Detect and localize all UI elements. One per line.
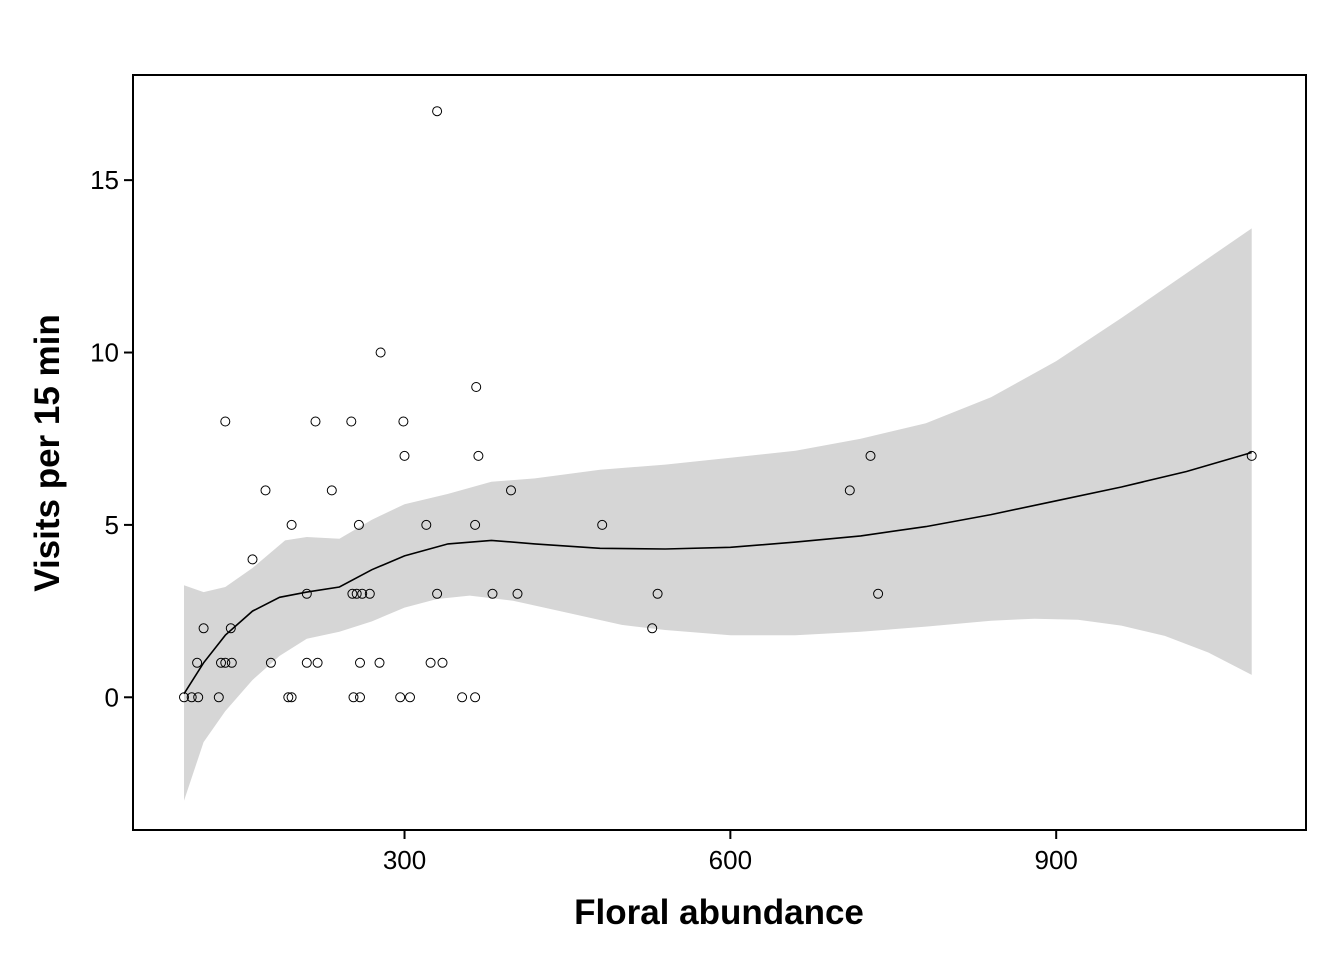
data-point	[220, 416, 231, 427]
data-point	[421, 519, 432, 530]
data-point	[395, 692, 406, 703]
data-point	[506, 485, 516, 496]
data-point	[265, 657, 276, 668]
data-point	[425, 657, 436, 668]
data-point	[220, 657, 231, 668]
confidence-band-layer	[184, 228, 1252, 801]
data-point	[312, 657, 323, 668]
data-point	[647, 623, 658, 634]
data-point	[347, 588, 358, 599]
data-point	[437, 657, 448, 668]
data-point	[487, 588, 498, 599]
data-point	[226, 657, 237, 668]
data-point	[213, 692, 224, 703]
data-point	[512, 588, 523, 599]
data-point	[432, 588, 443, 599]
data-point	[357, 588, 368, 599]
data-points-layer	[179, 106, 1257, 703]
data-point	[286, 519, 297, 530]
data-point	[374, 657, 385, 668]
data-point	[470, 519, 481, 530]
x-tick-label: 900	[1034, 845, 1077, 875]
data-point	[398, 416, 409, 427]
data-point	[470, 692, 481, 703]
y-axis-ticks: 0 5 10 15	[90, 165, 133, 712]
data-point	[355, 692, 365, 703]
y-tick-label: 15	[90, 165, 119, 195]
data-point	[283, 692, 294, 703]
data-point	[198, 623, 209, 634]
data-point	[310, 416, 321, 427]
data-point	[353, 519, 364, 530]
x-tick-label: 300	[383, 845, 426, 875]
data-point	[364, 588, 375, 599]
data-point	[286, 692, 297, 703]
data-point	[225, 623, 236, 634]
data-point	[216, 657, 226, 668]
data-point	[260, 485, 271, 496]
data-point	[247, 554, 258, 565]
data-point	[192, 657, 203, 668]
data-point	[652, 588, 663, 599]
data-point	[471, 382, 482, 392]
x-tick-label: 600	[709, 845, 752, 875]
data-point	[405, 692, 415, 703]
y-tick-label: 5	[105, 510, 119, 540]
data-point	[355, 657, 365, 668]
plot-border	[132, 74, 1307, 831]
data-point	[597, 519, 608, 530]
data-point	[399, 450, 410, 461]
y-axis-title: Visits per 15 min	[28, 314, 67, 592]
smooth-fit-line	[183, 451, 1252, 695]
data-point	[346, 416, 357, 427]
data-point	[432, 106, 443, 117]
smooth-line-layer	[183, 451, 1252, 695]
data-point	[348, 692, 359, 703]
data-point	[457, 692, 468, 703]
confidence-band	[184, 228, 1252, 801]
data-point	[844, 485, 855, 496]
data-point	[375, 347, 386, 358]
data-point	[1246, 450, 1257, 461]
y-tick-label: 10	[90, 338, 119, 368]
data-point	[473, 450, 484, 461]
data-point	[193, 692, 204, 703]
x-axis-ticks: 300 600 900	[383, 830, 1078, 875]
y-tick-label: 0	[105, 682, 119, 712]
x-axis-title: Floral abundance	[574, 893, 864, 932]
data-point	[351, 588, 362, 599]
data-point	[179, 692, 189, 703]
data-point	[326, 485, 337, 496]
data-point	[865, 450, 876, 461]
data-point	[873, 588, 884, 599]
data-point	[186, 692, 197, 703]
data-point	[301, 588, 312, 599]
data-point	[301, 657, 312, 668]
